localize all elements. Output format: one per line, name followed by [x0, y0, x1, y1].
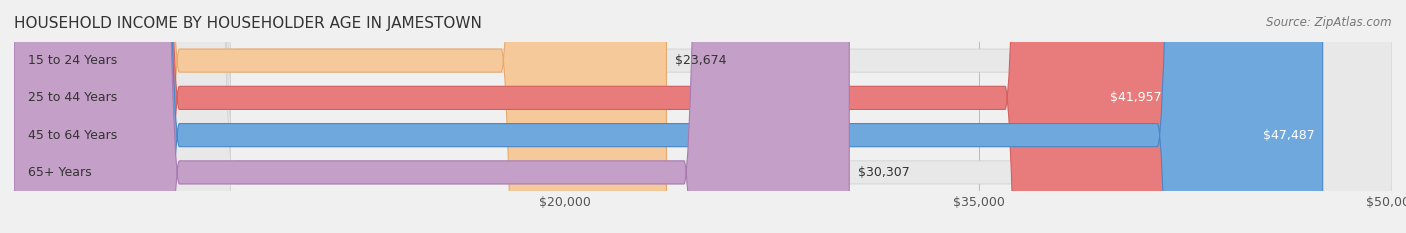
Text: HOUSEHOLD INCOME BY HOUSEHOLDER AGE IN JAMESTOWN: HOUSEHOLD INCOME BY HOUSEHOLDER AGE IN J… [14, 16, 482, 31]
Text: $23,674: $23,674 [675, 54, 727, 67]
Text: $30,307: $30,307 [858, 166, 910, 179]
Text: 65+ Years: 65+ Years [28, 166, 91, 179]
FancyBboxPatch shape [14, 0, 849, 233]
FancyBboxPatch shape [14, 0, 1170, 233]
FancyBboxPatch shape [14, 0, 1392, 233]
FancyBboxPatch shape [14, 0, 1392, 233]
FancyBboxPatch shape [14, 0, 1323, 233]
FancyBboxPatch shape [14, 0, 666, 233]
Text: 45 to 64 Years: 45 to 64 Years [28, 129, 117, 142]
FancyBboxPatch shape [14, 0, 1392, 233]
Text: 25 to 44 Years: 25 to 44 Years [28, 91, 117, 104]
FancyBboxPatch shape [14, 0, 1392, 233]
Text: Source: ZipAtlas.com: Source: ZipAtlas.com [1267, 16, 1392, 29]
Text: $41,957: $41,957 [1111, 91, 1161, 104]
Text: 15 to 24 Years: 15 to 24 Years [28, 54, 117, 67]
Text: $47,487: $47,487 [1263, 129, 1315, 142]
